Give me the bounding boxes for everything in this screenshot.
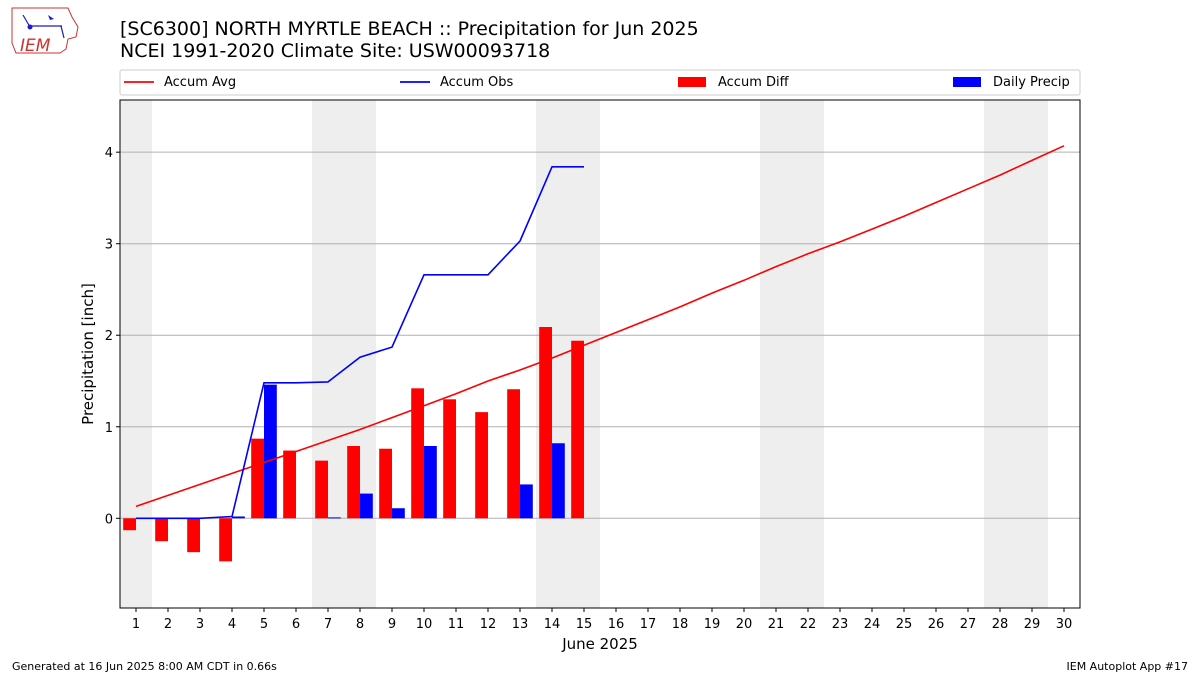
accum-diff-bar-5 [251,438,264,519]
logo-text: IEM [20,36,51,56]
y-tick-label: 2 [105,329,113,344]
iem-logo: IEM [11,7,79,56]
accum-obs-line [136,166,584,520]
chart-subtitle: NCEI 1991-2020 Climate Site: USW00093718 [120,40,551,62]
daily-precip-bar-8 [360,493,373,519]
y-gridlines [120,151,1080,519]
plot-frame [119,99,1081,609]
daily-precip-bar-9 [392,508,405,519]
weekend-band-29 [1016,100,1048,608]
accum-diff-bar-11 [443,399,456,519]
x-tick-label: 5 [260,617,268,632]
legend-item-accum-diff: Accum Diff [678,75,790,90]
x-tick-label: 13 [512,617,529,632]
legend-item-accum-avg: Accum Avg [124,75,236,90]
y-axis: 0 1 2 3 4 [105,146,120,527]
x-tick-label: 15 [576,617,593,632]
x-tick-label: 14 [544,617,561,632]
accum-diff-bar-12 [475,412,488,519]
x-axis: 1 2 3 4 5 6 7 8 9 10 11 12 13 14 15 16 17 18 19 20 21 22 23 24 2… [132,608,1072,632]
x-tick-label: 30 [1056,617,1073,632]
footer-generated: Generated at 16 Jun 2025 8:00 AM CDT in … [12,660,277,673]
daily-precip-bar-14 [552,443,565,519]
y-axis-label: Precipitation [inch] [79,283,97,425]
legend-swatch [953,77,981,87]
legend-item-daily-precip: Daily Precip [953,75,1070,90]
chart-title: [SC6300] NORTH MYRTLE BEACH :: Precipita… [120,18,699,40]
y-tick-label: 1 [105,421,113,436]
y-tick-label: 3 [105,238,113,253]
x-tick-label: 29 [1024,617,1041,632]
accum-diff-bar-15 [571,340,584,519]
x-tick-label: 19 [704,617,721,632]
accum-diff-bar-6 [283,450,296,519]
bars [123,326,584,562]
daily-precip-bar-10 [424,445,437,519]
x-tick-label: 24 [864,617,881,632]
x-axis-label: June 2025 [561,635,638,653]
x-tick-label: 27 [960,617,977,632]
weekend-band-1 [120,100,152,608]
accum-diff-bar-3 [187,518,200,553]
y-tick-label: 0 [105,512,113,527]
x-tick-label: 10 [416,617,433,632]
accum-diff-bar-14 [539,326,552,519]
footer-app: IEM Autoplot App #17 [1066,660,1189,673]
weekend-band-22 [792,100,824,608]
x-tick-label: 6 [292,617,300,632]
lines [135,145,1065,520]
accum-diff-bar-7 [315,460,328,519]
accum-diff-bar-13 [507,389,520,519]
legend-frame [119,69,1081,96]
y-tick-label: 4 [105,146,113,161]
weekend-band-21 [760,100,792,608]
daily-precip-bar-7 [328,517,341,519]
accum-diff-bar-1 [123,518,136,531]
legend-label: Accum Diff [718,75,790,90]
legend-label: Accum Obs [440,75,513,90]
x-tick-label: 22 [800,617,817,632]
x-tick-label: 2 [164,617,172,632]
x-tick-label: 20 [736,617,753,632]
daily-precip-bar-4 [232,516,245,519]
x-tick-label: 23 [832,617,849,632]
legend-swatch [678,77,706,87]
x-tick-label: 3 [196,617,204,632]
legend-label: Accum Avg [164,75,236,90]
accum-avg-line [135,145,1065,508]
x-tick-label: 1 [132,617,140,632]
accum-diff-bar-8 [347,445,360,519]
legend-item-accum-obs: Accum Obs [400,75,513,90]
weekend-band-28 [984,100,1016,608]
daily-precip-bar-5 [264,384,277,519]
x-tick-label: 11 [448,617,465,632]
x-tick-label: 4 [228,617,236,632]
x-tick-label: 8 [356,617,364,632]
legend: Accum Avg Accum Obs Accum Diff Daily Precip [119,69,1081,96]
accum-diff-bar-9 [379,448,392,519]
weekend-band-7 [312,100,344,608]
daily-precip-bar-13 [520,484,533,519]
x-tick-label: 17 [640,617,657,632]
x-tick-label: 28 [992,617,1009,632]
accum-diff-bar-2 [155,518,168,542]
x-tick-label: 21 [768,617,785,632]
iowa-outline [11,7,79,54]
x-tick-label: 16 [608,617,625,632]
x-tick-label: 26 [928,617,945,632]
accum-diff-bar-4 [219,518,232,562]
x-tick-label: 25 [896,617,913,632]
x-tick-label: 12 [480,617,497,632]
x-tick-label: 18 [672,617,689,632]
accum-diff-bar-10 [411,388,424,519]
x-tick-label: 9 [388,617,396,632]
x-tick-label: 7 [324,617,332,632]
legend-label: Daily Precip [993,75,1070,90]
